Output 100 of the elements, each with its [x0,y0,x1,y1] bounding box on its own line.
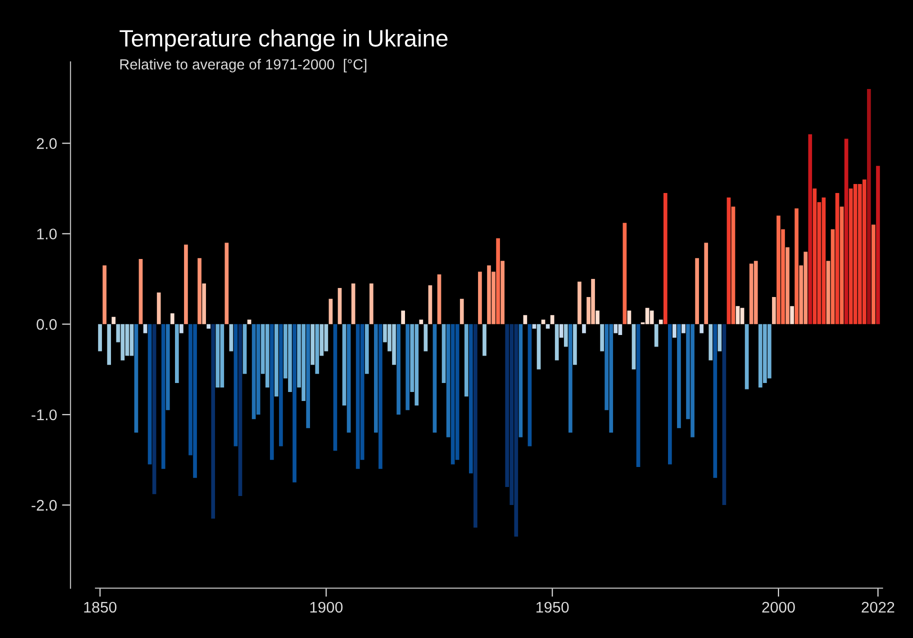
bar [238,324,242,496]
bar [713,324,718,478]
bar [582,324,586,334]
bar [138,259,143,324]
bar [374,324,378,433]
bar [650,310,654,324]
bar [622,222,627,324]
bar [333,324,338,451]
bar [156,292,161,324]
x-tick-label: 1950 [536,602,569,613]
bar [500,260,504,324]
bar [496,238,500,324]
bar [143,324,148,334]
bar [722,324,726,506]
bar [840,206,844,324]
bar [437,274,442,324]
bar [677,324,681,428]
bar [614,324,618,334]
bar [401,310,405,324]
bar [627,310,632,324]
bar [550,315,554,324]
bar [419,320,424,324]
y-tick-label: -2.0 [32,500,57,511]
bar [310,324,315,365]
bar [180,324,184,334]
bar [424,324,428,352]
bar [754,260,758,324]
bar [876,166,880,324]
bar [265,324,270,388]
bar [406,324,410,410]
bar [351,283,356,324]
bar [378,324,382,469]
bar [872,224,876,324]
bar [573,324,577,365]
bar [369,283,374,324]
bar [206,324,210,329]
bar [174,324,179,383]
bar [790,306,794,324]
bar [428,285,432,324]
bar [600,324,604,352]
x-tick-label: 1850 [84,602,116,613]
bar [478,272,482,324]
bar [112,316,116,324]
bar [306,324,310,428]
bar [468,324,473,474]
bar [826,260,830,324]
bar [663,193,668,324]
bar [315,324,320,374]
bar [224,242,229,324]
bar [786,247,790,324]
bar [812,188,817,324]
bar [578,282,582,324]
bar [718,324,722,352]
y-tick-label: -1.0 [32,409,57,420]
bar [152,324,156,494]
bar [482,324,486,356]
x-tick-label: 2000 [762,602,795,613]
bar [242,324,247,374]
bar [731,206,736,324]
bar [554,324,559,360]
bar [247,320,252,324]
bar [474,324,478,528]
bar [668,324,672,464]
bar [320,324,324,356]
x-tick-label: 1900 [310,602,343,613]
x-tick-label: 2022 [862,602,894,613]
bar [256,324,260,415]
bar [794,208,798,324]
bar [682,324,686,334]
bar [658,320,663,324]
bar [835,193,840,324]
bar [564,324,568,347]
y-tick-label: 2.0 [36,138,57,149]
bar [532,324,536,329]
bar [596,310,600,324]
bar [102,265,106,324]
bar [464,324,468,397]
bar [546,324,550,329]
bar [202,283,206,324]
bar [830,229,835,324]
bar [396,324,400,415]
bar [134,324,138,433]
bar [274,324,278,397]
bar [536,324,541,370]
bar [740,308,744,324]
bar [518,324,523,438]
bar [432,324,437,433]
bar [446,324,450,438]
bar [726,198,731,324]
bar [211,324,216,519]
chart-subtitle: Relative to average of 1971-2000 [°C] [120,58,366,72]
bar [342,324,346,406]
bar [229,324,234,352]
bar [98,324,102,352]
bar [672,324,676,338]
bar [460,298,464,324]
bar [107,324,111,365]
bar [234,324,238,446]
bar [695,258,699,324]
bar [541,320,546,324]
